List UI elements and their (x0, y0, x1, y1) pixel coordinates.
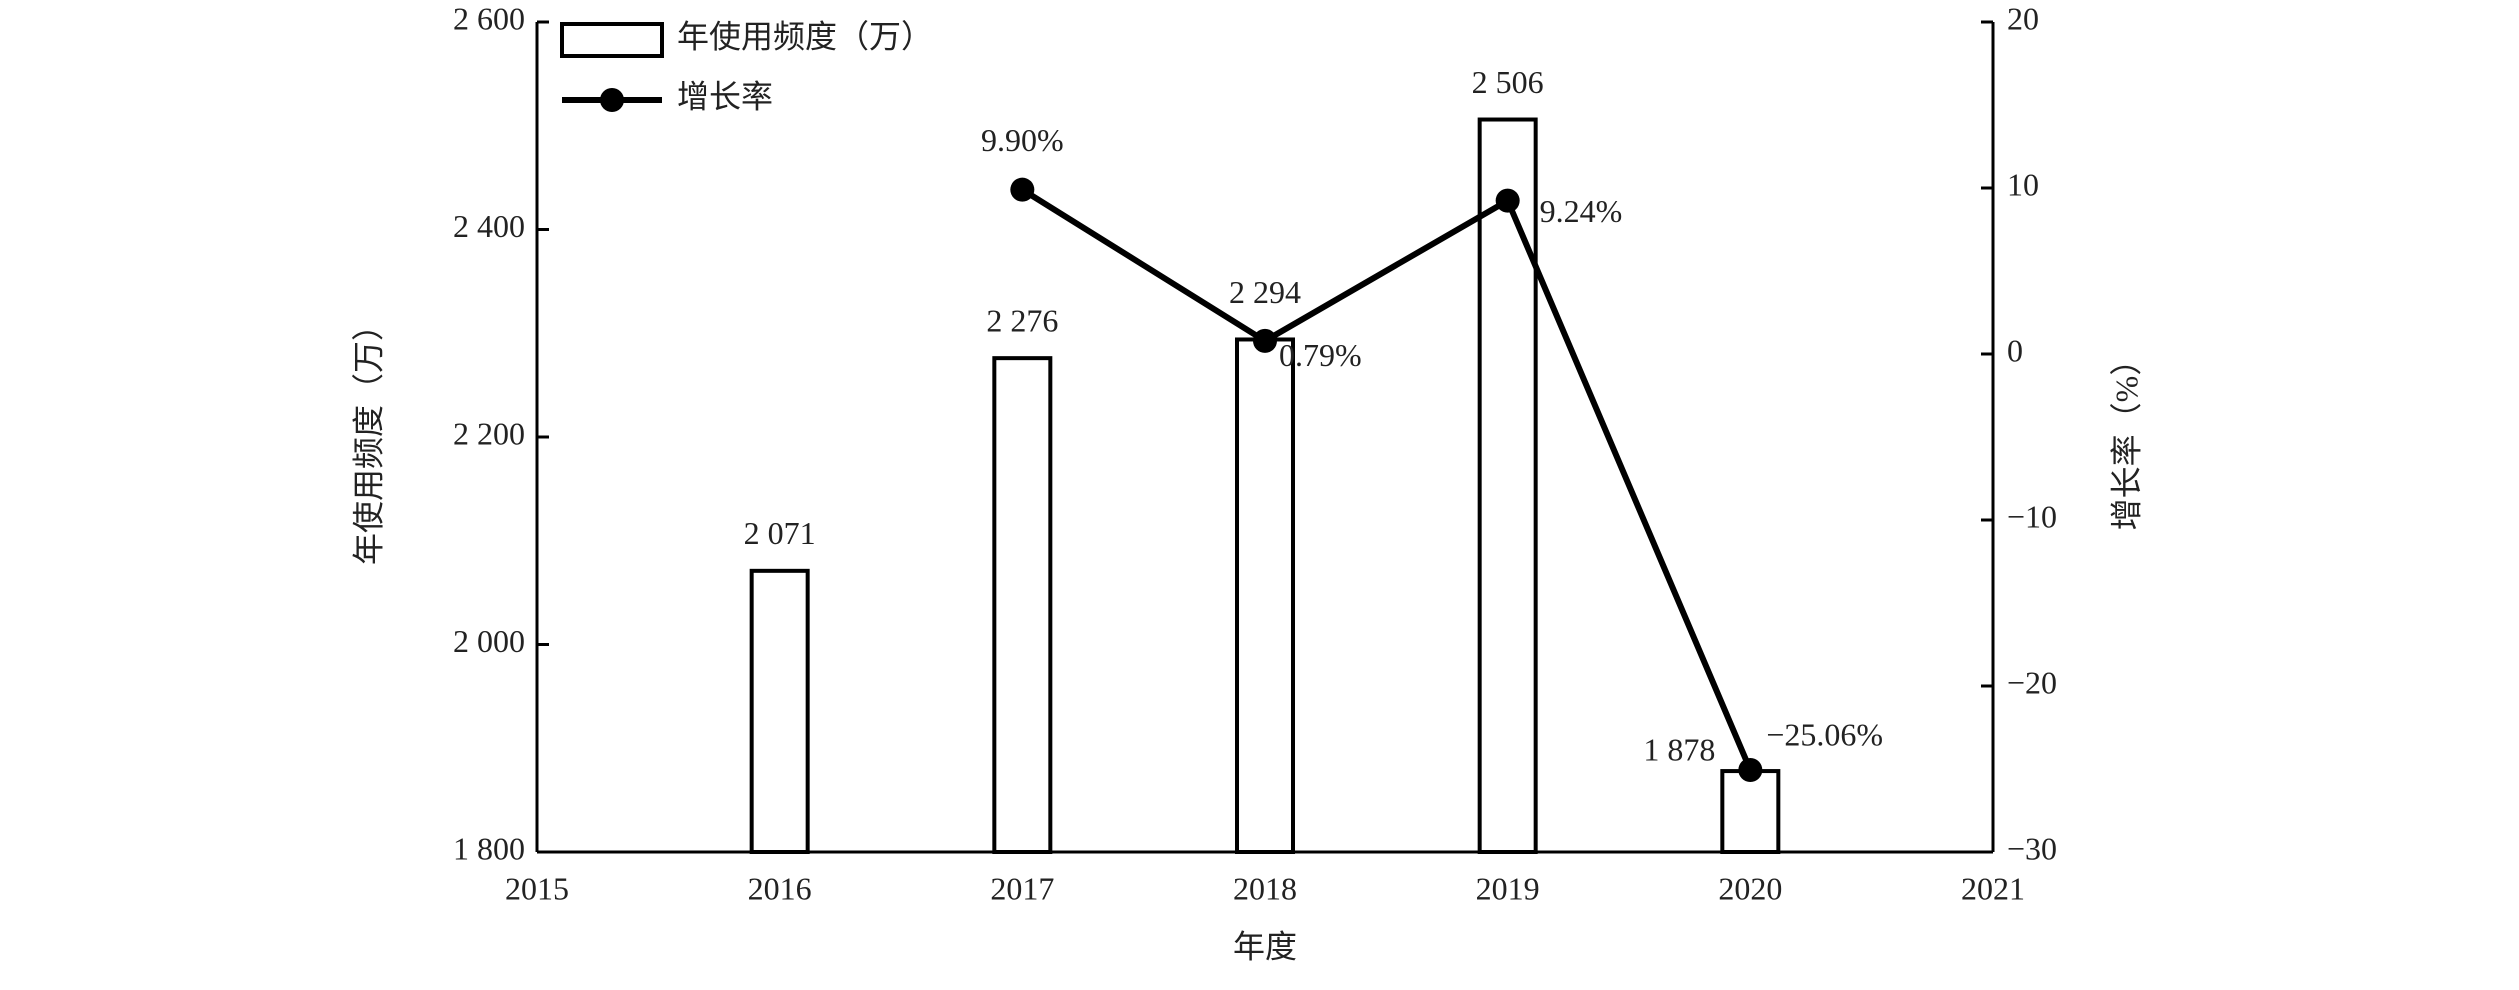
legend-label: 增长率 (677, 78, 773, 114)
y2-axis-label: 增长率（%） (2108, 344, 2144, 531)
y2-tick-label: 0 (2007, 332, 2023, 368)
line-point (1495, 188, 1520, 213)
y2-tick-label: −10 (2007, 498, 2057, 534)
bar (1720, 769, 1781, 855)
y-tick-label: 2 600 (453, 0, 525, 36)
line-value-label: 0.79% (1279, 337, 1362, 373)
bar (1477, 117, 1538, 854)
y-tick-label: 2 000 (453, 623, 525, 659)
legend-label: 年使用频度（万） (677, 18, 933, 54)
y-tick-label: 2 400 (453, 208, 525, 244)
y2-tick-label: 10 (2007, 166, 2039, 202)
y2-tick-label: −30 (2007, 830, 2057, 866)
y2-tick-label: −20 (2007, 664, 2057, 700)
line-point (1738, 757, 1763, 782)
x-tick-label: 2021 (1961, 870, 2025, 906)
legend-swatch (560, 22, 664, 58)
x-tick-label: 2019 (1476, 870, 1540, 906)
bar-value-label: 1 878 (1643, 731, 1715, 767)
line-value-label: 9.90% (981, 122, 1064, 158)
line (1020, 187, 1754, 772)
y-axis-label: 年使用频度（万） (350, 309, 386, 565)
x-tick-label: 2016 (748, 870, 812, 906)
x-tick-label: 2020 (1718, 870, 1782, 906)
x-tick-label: 2015 (505, 870, 569, 906)
bar (749, 568, 810, 855)
bar-value-label: 2 071 (744, 515, 816, 551)
bar (992, 356, 1053, 854)
bar (1235, 337, 1295, 855)
x-axis-label: 年度 (1233, 928, 1297, 964)
x-tick-label: 2018 (1233, 870, 1297, 906)
y2-tick-label: 20 (2007, 0, 2039, 36)
line-value-label: −25.06% (1766, 716, 1883, 752)
bar-value-label: 2 294 (1229, 274, 1301, 310)
bar-value-label: 2 276 (986, 302, 1058, 338)
line-point (1010, 177, 1035, 202)
y-tick-label: 2 200 (453, 415, 525, 451)
x-tick-label: 2017 (990, 870, 1054, 906)
legend-marker (600, 88, 624, 112)
y-tick-label: 1 800 (453, 830, 525, 866)
bar-value-label: 2 506 (1472, 64, 1544, 100)
line-value-label: 9.24% (1540, 193, 1623, 229)
line-point (1253, 328, 1277, 353)
